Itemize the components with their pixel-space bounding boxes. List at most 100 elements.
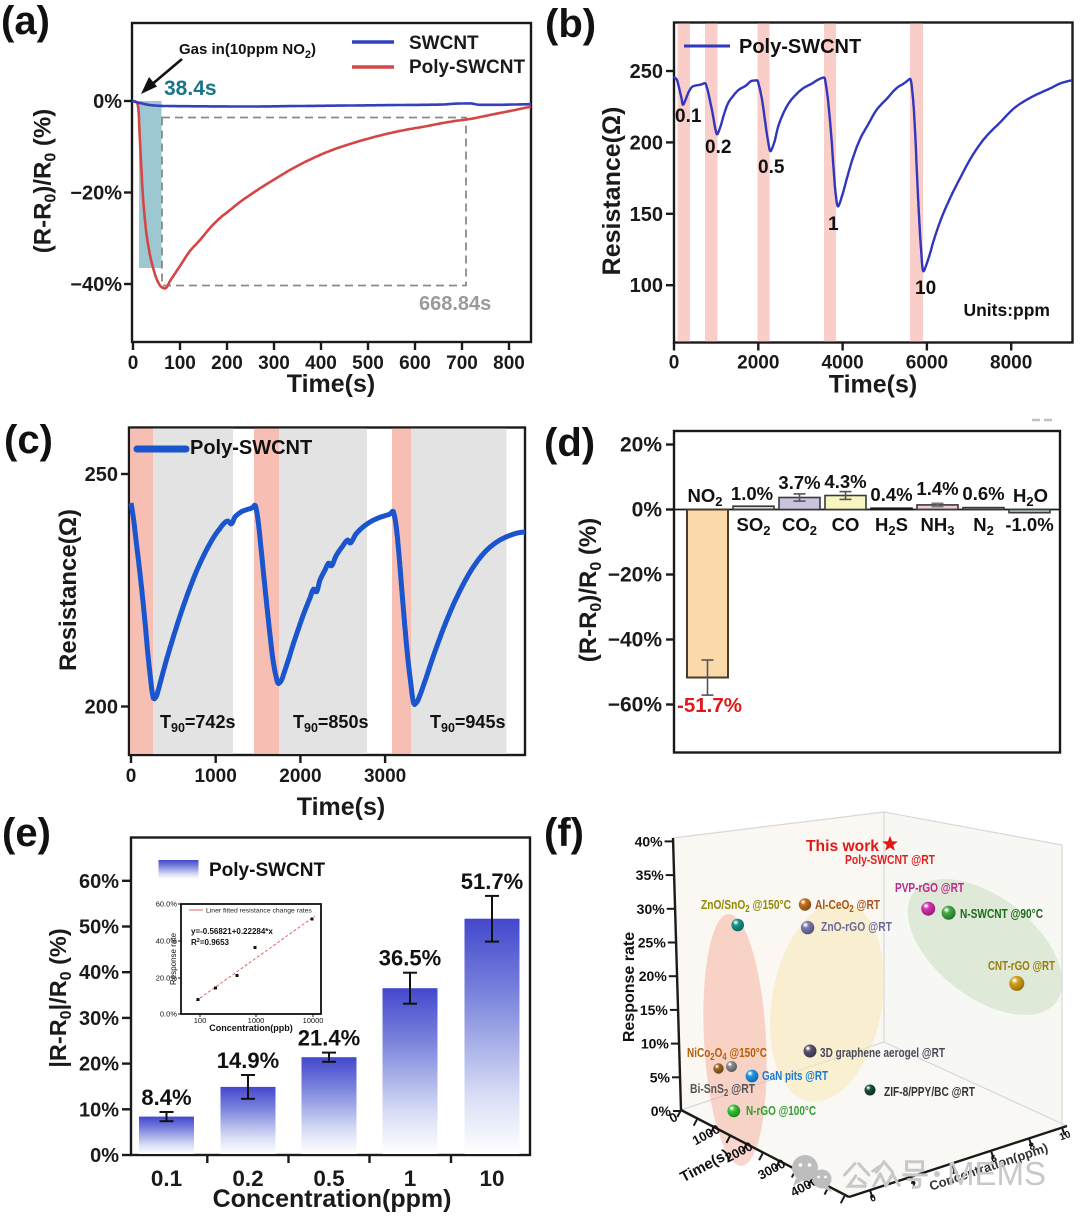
svg-text:40.0%: 40.0% — [156, 937, 178, 946]
svg-text:H2S: H2S — [875, 514, 908, 538]
svg-text:0.1: 0.1 — [675, 106, 702, 127]
svg-text:NiCo2O4 @150°C: NiCo2O4 @150°C — [687, 1045, 767, 1063]
svg-text:-1.0%: -1.0% — [1005, 514, 1053, 535]
svg-text:100: 100 — [194, 1016, 207, 1025]
svg-text:400: 400 — [305, 353, 337, 374]
svg-text:4.3%: 4.3% — [824, 471, 866, 492]
svg-text:2000: 2000 — [737, 353, 779, 374]
svg-text:38.4s: 38.4s — [164, 77, 217, 100]
svg-text:Time(s): Time(s) — [287, 370, 375, 398]
svg-text:(b): (b) — [545, 2, 596, 46]
svg-text:−40%: −40% — [608, 629, 663, 652]
svg-text:Al-CeO2 @RT: Al-CeO2 @RT — [815, 897, 880, 915]
svg-text:−60%: −60% — [608, 694, 663, 717]
svg-text:0: 0 — [128, 353, 139, 374]
svg-text:0%: 0% — [93, 91, 122, 113]
svg-text:N-SWCNT @90°C: N-SWCNT @90°C — [960, 906, 1043, 921]
svg-text:20%: 20% — [639, 968, 668, 984]
svg-text:2: 2 — [910, 1179, 919, 1191]
svg-text:10%: 10% — [641, 1036, 670, 1052]
svg-text:0.4%: 0.4% — [870, 484, 912, 505]
svg-text:2000: 2000 — [279, 766, 321, 787]
svg-text:0.6%: 0.6% — [962, 483, 1004, 504]
svg-text:0.5: 0.5 — [313, 1166, 344, 1191]
svg-text:8000: 8000 — [990, 353, 1032, 374]
svg-text:0.0%: 0.0% — [160, 1010, 177, 1019]
svg-text:−20%: −20% — [608, 564, 663, 587]
svg-text:GaN pits @RT: GaN pits @RT — [762, 1068, 828, 1083]
svg-text:60%: 60% — [79, 871, 119, 893]
svg-text:0%: 0% — [651, 1103, 672, 1119]
svg-text:1000: 1000 — [248, 1016, 265, 1025]
svg-text:21.4%: 21.4% — [298, 1026, 360, 1051]
svg-text:3D graphene aerogel @RT: 3D graphene aerogel @RT — [820, 1045, 945, 1060]
svg-text:25%: 25% — [638, 935, 667, 951]
svg-text:Resistance(Ω): Resistance(Ω) — [598, 107, 626, 276]
svg-text:1: 1 — [828, 214, 839, 235]
svg-text:51.7%: 51.7% — [461, 869, 523, 894]
svg-text:800: 800 — [493, 353, 525, 374]
svg-text:0: 0 — [869, 1193, 878, 1205]
svg-text:1.0%: 1.0% — [731, 483, 773, 504]
svg-text:20%: 20% — [79, 1054, 119, 1076]
svg-text:Poly-SWCNT: Poly-SWCNT — [409, 57, 526, 78]
svg-text:|R-R0|/R0 (%): |R-R0|/R0 (%) — [45, 928, 75, 1067]
svg-text:3000: 3000 — [364, 766, 406, 787]
svg-text:100: 100 — [630, 275, 663, 297]
svg-text:0%: 0% — [90, 1145, 119, 1167]
svg-text:5%: 5% — [650, 1069, 671, 1085]
svg-text:6: 6 — [990, 1153, 999, 1165]
svg-text:ZnO/SnO2 @150°C: ZnO/SnO2 @150°C — [701, 897, 791, 915]
svg-text:100: 100 — [164, 353, 196, 374]
svg-text:250: 250 — [630, 61, 663, 83]
svg-text:Gas in(10ppm NO2): Gas in(10ppm NO2) — [179, 41, 316, 61]
svg-text:Resistance(Ω): Resistance(Ω) — [55, 509, 82, 671]
svg-text:6000: 6000 — [906, 353, 948, 374]
svg-text:200: 200 — [630, 132, 663, 154]
svg-text:8: 8 — [1028, 1141, 1037, 1153]
svg-text:Poly-SWCNT: Poly-SWCNT — [190, 437, 312, 459]
svg-text:Liner fitted resistance change: Liner fitted resistance change rates — [206, 908, 312, 915]
svg-text:15%: 15% — [640, 1002, 669, 1018]
svg-text:R2=0.9653: R2=0.9653 — [191, 938, 230, 947]
svg-text:Response rate: Response rate — [169, 932, 178, 985]
svg-text:Units:ppm: Units:ppm — [963, 300, 1050, 320]
svg-text:0.2: 0.2 — [705, 137, 731, 158]
svg-text:600: 600 — [399, 353, 431, 374]
svg-text:N-rGO @100°C: N-rGO @100°C — [746, 1103, 816, 1118]
svg-text:Poly-SWCNT: Poly-SWCNT — [209, 860, 326, 881]
svg-text:10: 10 — [1058, 1129, 1073, 1143]
svg-text:10: 10 — [479, 1166, 504, 1191]
svg-text:40%: 40% — [635, 833, 664, 849]
svg-text:700: 700 — [446, 353, 478, 374]
svg-text:10000: 10000 — [303, 1016, 324, 1025]
svg-text:500: 500 — [352, 353, 384, 374]
svg-text:1000: 1000 — [195, 766, 237, 787]
svg-text:y=-0.56821+0.22284*x: y=-0.56821+0.22284*x — [191, 927, 273, 936]
svg-text:35%: 35% — [636, 867, 665, 883]
svg-text:−40%: −40% — [70, 274, 122, 296]
svg-text:20%: 20% — [620, 434, 662, 457]
svg-text:4000: 4000 — [821, 353, 863, 374]
svg-text:(f): (f) — [544, 811, 584, 855]
svg-text:Time(s): Time(s) — [297, 793, 385, 821]
svg-text:40%: 40% — [79, 962, 119, 984]
svg-text:(R-R0)/R0 (%): (R-R0)/R0 (%) — [575, 518, 605, 662]
svg-text:CNT-rGO @RT: CNT-rGO @RT — [988, 958, 1055, 973]
svg-text:14.9%: 14.9% — [217, 1048, 279, 1073]
svg-text:8.4%: 8.4% — [141, 1085, 191, 1110]
svg-text:Response rate: Response rate — [621, 932, 638, 1042]
svg-text:Concentration(ppb): Concentration(ppb) — [209, 1023, 293, 1033]
svg-text:30%: 30% — [637, 901, 666, 917]
svg-text:-51.7%: -51.7% — [677, 694, 742, 717]
svg-text:(c): (c) — [4, 418, 53, 462]
svg-text:PVP-rGO @RT: PVP-rGO @RT — [895, 880, 964, 895]
svg-text:Concentration(ppm): Concentration(ppm) — [213, 1185, 452, 1213]
svg-text:1: 1 — [404, 1166, 417, 1191]
svg-text:0.2: 0.2 — [232, 1166, 263, 1191]
svg-text:30%: 30% — [79, 1008, 119, 1030]
svg-text:(e): (e) — [2, 811, 51, 855]
svg-text:300: 300 — [258, 353, 290, 374]
svg-text:1.4%: 1.4% — [916, 478, 958, 499]
svg-text:10%: 10% — [79, 1099, 119, 1121]
